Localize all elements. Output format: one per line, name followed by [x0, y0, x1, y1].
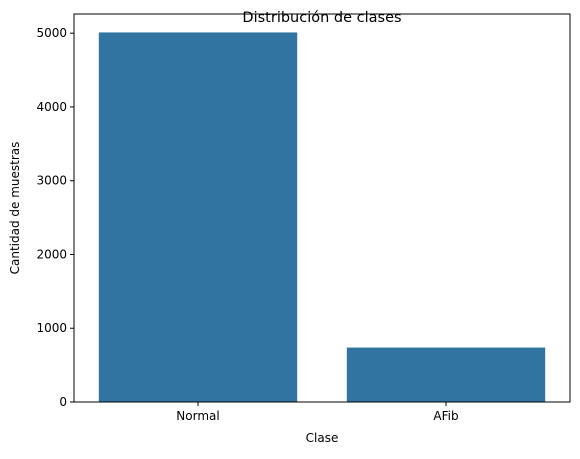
bars-layer	[98, 32, 546, 402]
chart-title: Distribución de clases	[242, 10, 401, 26]
y-tick-label: 2000	[36, 247, 67, 261]
y-tick-label: 0	[59, 395, 67, 409]
x-axis: Normal AFib	[176, 402, 459, 423]
y-tick-label: 5000	[36, 26, 67, 40]
x-tick-label: AFib	[433, 409, 458, 423]
x-tick-label: Normal	[176, 409, 219, 423]
x-axis-label: Clase	[306, 431, 339, 445]
y-tick-label: 3000	[36, 174, 67, 188]
y-axis-label: Cantidad de muestras	[8, 142, 22, 275]
bar-afib	[346, 347, 546, 402]
y-axis: 0 1000 2000 3000 4000 5000	[36, 26, 74, 409]
plot-frame	[73, 13, 571, 403]
y-tick-label: 1000	[36, 321, 67, 335]
bar-normal	[98, 32, 298, 402]
y-tick-label: 4000	[36, 100, 67, 114]
